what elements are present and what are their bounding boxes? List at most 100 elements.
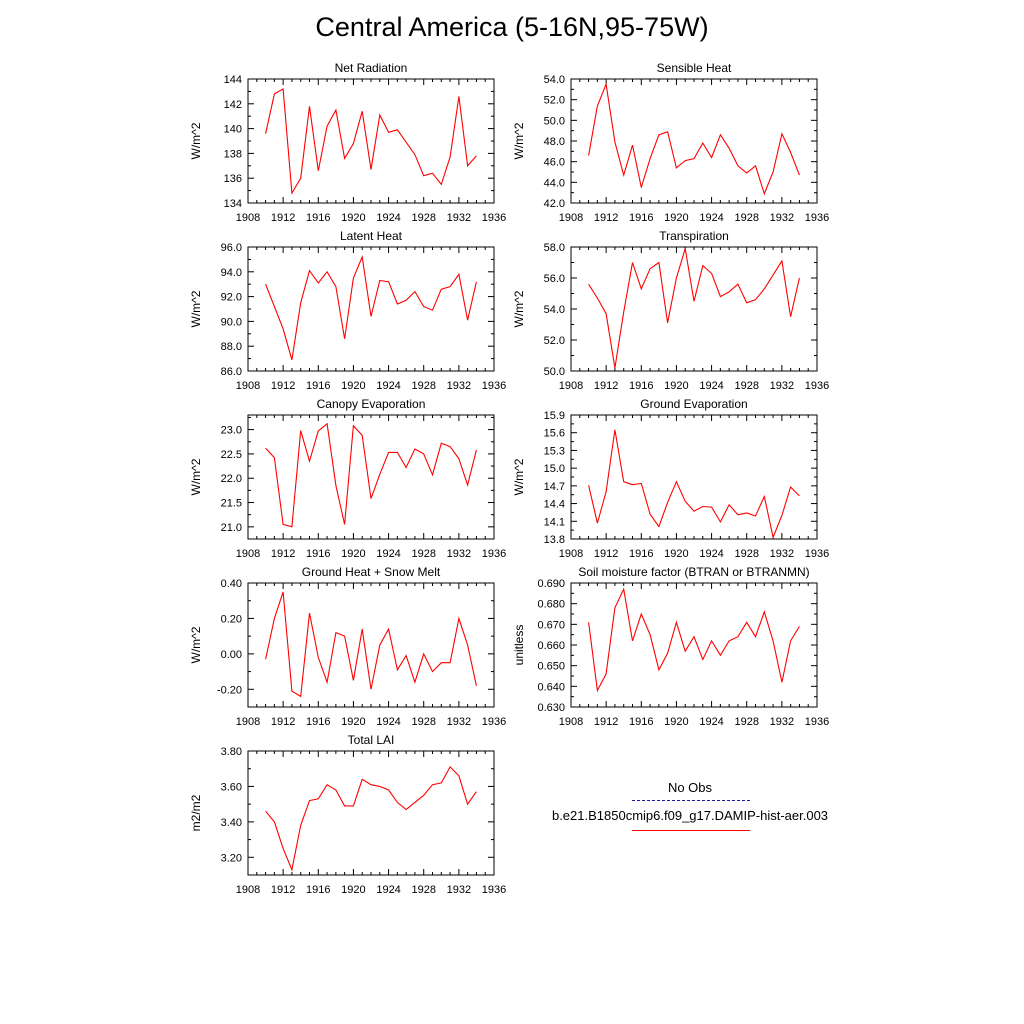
x-tick-label: 1908 <box>236 716 260 728</box>
x-tick-label: 1920 <box>664 380 688 392</box>
panel-title: Ground Heat + Snow Melt <box>302 565 441 579</box>
x-tick-label: 1908 <box>559 548 583 560</box>
x-tick-label: 1908 <box>559 212 583 224</box>
x-tick-label: 1908 <box>236 884 260 896</box>
x-tick-label: 1924 <box>699 380 723 392</box>
x-tick-label: 1920 <box>341 548 365 560</box>
y-tick-label: 15.6 <box>544 428 565 440</box>
x-tick-label: 1924 <box>376 716 400 728</box>
legend-model-label: b.e21.B1850cmip6.f09_g17.DAMIP-hist-aer.… <box>551 808 829 823</box>
y-tick-label: 144 <box>224 74 242 86</box>
x-tick-label: 1932 <box>770 212 794 224</box>
x-tick-label: 1924 <box>699 716 723 728</box>
y-tick-label: 0.670 <box>537 619 565 631</box>
y-tick-label: 14.7 <box>544 481 565 493</box>
x-tick-label: 1936 <box>482 716 506 728</box>
panel-2: Sensible Heat W/m^2 1908 1912 1916 1920 1924 19… <box>512 61 829 224</box>
y-tick-label: 15.0 <box>544 463 565 475</box>
y-tick-label: 22.0 <box>221 473 242 485</box>
figure-title: Central America (5-16N,95-75W) <box>315 12 709 42</box>
y-tick-label: 88.0 <box>221 341 242 353</box>
x-tick-label: 1932 <box>447 716 471 728</box>
y-tick-label: 46.0 <box>544 157 565 169</box>
y-tick-label: 42.0 <box>544 198 565 210</box>
series-line <box>588 587 800 693</box>
panel-9: Total LAI m2/m2 1908 1912 1916 1920 1924 1928 19… <box>189 733 506 896</box>
series-line <box>588 82 800 196</box>
y-tick-label: 90.0 <box>221 316 242 328</box>
y-tick-label: 0.00 <box>221 649 242 661</box>
panel-title: Canopy Evaporation <box>317 397 426 411</box>
panel-title: Latent Heat <box>340 229 403 243</box>
y-tick-label: 23.0 <box>221 425 242 437</box>
y-tick-label: 14.4 <box>544 499 565 511</box>
x-tick-label: 1932 <box>447 212 471 224</box>
y-tick-label: 86.0 <box>221 366 242 378</box>
x-tick-label: 1920 <box>664 716 688 728</box>
y-tick-label: 3.60 <box>221 781 242 793</box>
x-tick-label: 1924 <box>699 212 723 224</box>
x-tick-label: 1916 <box>306 884 330 896</box>
y-axis-label: W/m^2 <box>512 290 526 327</box>
x-tick-label: 1928 <box>734 716 758 728</box>
y-tick-label: 44.0 <box>544 177 565 189</box>
y-tick-label: 0.660 <box>537 640 565 652</box>
series-line <box>265 765 477 872</box>
y-tick-label: 140 <box>224 124 242 136</box>
y-axis-label: W/m^2 <box>512 458 526 495</box>
x-tick-label: 1932 <box>447 548 471 560</box>
y-tick-label: 14.1 <box>544 516 565 528</box>
x-tick-label: 1924 <box>376 884 400 896</box>
x-tick-label: 1928 <box>411 716 435 728</box>
x-tick-label: 1920 <box>341 716 365 728</box>
x-tick-label: 1912 <box>594 380 618 392</box>
x-tick-label: 1928 <box>411 380 435 392</box>
y-axis-label: W/m^2 <box>189 122 203 159</box>
y-tick-label: 21.5 <box>221 498 242 510</box>
y-tick-label: 56.0 <box>544 273 565 285</box>
x-tick-label: 1936 <box>805 716 829 728</box>
y-tick-label: 92.0 <box>221 292 242 304</box>
legend-model-line <box>632 830 750 831</box>
x-tick-label: 1908 <box>236 380 260 392</box>
x-tick-label: 1912 <box>594 548 618 560</box>
y-axis-label: unitless <box>512 625 526 666</box>
x-tick-label: 1912 <box>271 716 295 728</box>
y-axis-label: W/m^2 <box>189 458 203 495</box>
x-tick-label: 1928 <box>411 884 435 896</box>
x-tick-label: 1916 <box>629 716 653 728</box>
y-tick-label: 3.80 <box>221 746 242 758</box>
panel-title: Soil moisture factor (BTRAN or BTRANMN) <box>578 565 809 579</box>
y-tick-label: 50.0 <box>544 366 565 378</box>
series-line <box>265 254 477 360</box>
panel-1: Net Radiation W/m^2 1908 1912 1916 1920 1924 19… <box>189 61 506 224</box>
y-tick-label: 3.20 <box>221 852 242 864</box>
y-tick-label: 136 <box>224 173 242 185</box>
y-tick-label: 3.40 <box>221 817 242 829</box>
x-tick-label: 1916 <box>306 212 330 224</box>
x-tick-label: 1932 <box>447 884 471 896</box>
x-tick-label: 1916 <box>629 548 653 560</box>
x-tick-label: 1908 <box>559 380 583 392</box>
x-tick-label: 1932 <box>770 716 794 728</box>
panel-8: Soil moisture factor (BTRAN or BTRANMN) u… <box>512 565 829 728</box>
y-tick-label: 50.0 <box>544 115 565 127</box>
x-tick-label: 1928 <box>411 212 435 224</box>
x-tick-label: 1936 <box>805 212 829 224</box>
y-axis-label: W/m^2 <box>512 122 526 159</box>
panel-title: Total LAI <box>348 733 395 747</box>
x-tick-label: 1924 <box>376 380 400 392</box>
legend-obs-line <box>632 800 750 801</box>
panel-6: Ground Evaporation W/m^2 1908 1912 1916 1920 1… <box>512 397 829 560</box>
plot-frame <box>247 78 495 204</box>
panel-title: Sensible Heat <box>657 61 732 75</box>
y-tick-label: 0.40 <box>221 578 242 590</box>
y-tick-label: 0.640 <box>537 681 565 693</box>
x-tick-label: 1924 <box>699 548 723 560</box>
x-tick-label: 1912 <box>271 380 295 392</box>
x-tick-label: 1936 <box>805 548 829 560</box>
x-tick-label: 1920 <box>664 212 688 224</box>
x-tick-label: 1912 <box>271 884 295 896</box>
